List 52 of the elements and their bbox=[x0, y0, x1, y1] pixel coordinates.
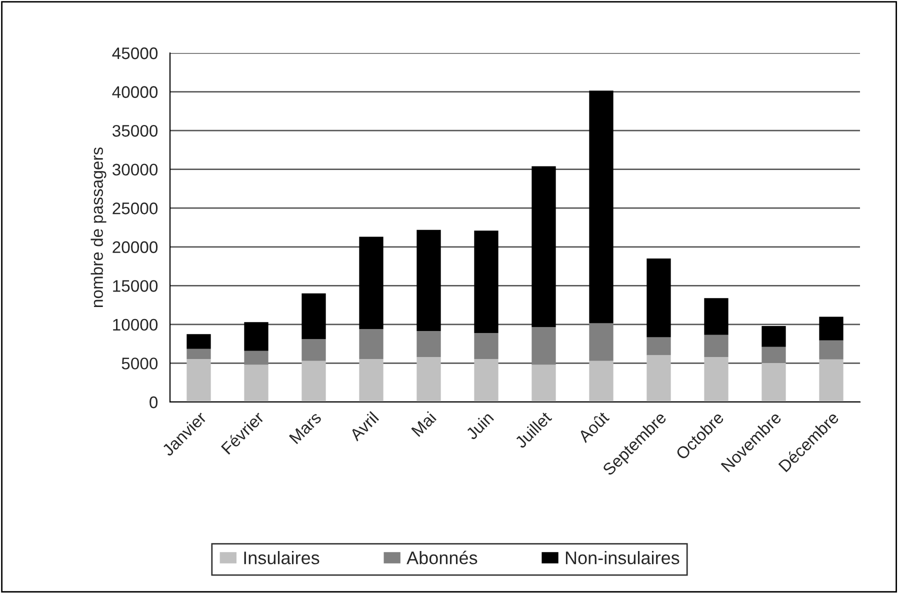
y-tick-label: 25000 bbox=[112, 202, 158, 214]
bar bbox=[474, 332, 498, 359]
bar bbox=[359, 236, 384, 330]
bar bbox=[359, 329, 384, 359]
bar bbox=[186, 358, 211, 402]
x-tick-label: Juin bbox=[464, 411, 494, 440]
y-tick-label: 20000 bbox=[112, 241, 158, 254]
bar bbox=[244, 322, 268, 351]
bar bbox=[819, 340, 844, 360]
bar bbox=[474, 230, 498, 333]
legend-label: Non-insulaires bbox=[566, 551, 680, 564]
bar bbox=[302, 360, 326, 402]
bar bbox=[646, 337, 671, 356]
bar bbox=[589, 323, 614, 361]
bar bbox=[244, 350, 268, 365]
bar bbox=[532, 166, 556, 328]
bar bbox=[359, 358, 384, 402]
bar bbox=[762, 326, 786, 347]
y-tick-label: 30000 bbox=[112, 164, 158, 176]
bar bbox=[416, 230, 441, 332]
y-axis-title: nombre de passagers bbox=[90, 147, 106, 307]
bar bbox=[302, 339, 326, 361]
bar bbox=[532, 327, 556, 365]
bar bbox=[532, 364, 556, 402]
y-tick-label: 5000 bbox=[122, 358, 158, 370]
bar bbox=[762, 346, 786, 363]
y-tick-label: 45000 bbox=[112, 47, 158, 60]
bar bbox=[302, 293, 326, 340]
bar bbox=[762, 362, 786, 402]
y-tick-label: 0 bbox=[150, 396, 158, 408]
x-tick-label: Mai bbox=[410, 411, 437, 438]
y-tick-label: 10000 bbox=[113, 318, 158, 331]
bar bbox=[704, 334, 728, 358]
bar bbox=[186, 348, 211, 359]
bar bbox=[186, 334, 211, 349]
bar bbox=[244, 364, 268, 402]
bar bbox=[589, 90, 614, 324]
y-tick-label: 15000 bbox=[113, 280, 158, 292]
bar bbox=[819, 316, 844, 340]
bar bbox=[474, 358, 498, 402]
bar bbox=[646, 355, 671, 402]
y-tick-label: 40000 bbox=[112, 86, 158, 98]
legend-label: Abonnés bbox=[406, 550, 478, 564]
bar bbox=[704, 298, 728, 335]
bar bbox=[416, 331, 441, 358]
bar bbox=[589, 360, 614, 402]
bar bbox=[704, 357, 728, 402]
bar bbox=[416, 357, 441, 402]
bar bbox=[819, 359, 844, 402]
bar bbox=[646, 258, 671, 338]
y-tick-label: 35000 bbox=[112, 124, 158, 137]
legend-label: Insulaires bbox=[244, 551, 320, 564]
